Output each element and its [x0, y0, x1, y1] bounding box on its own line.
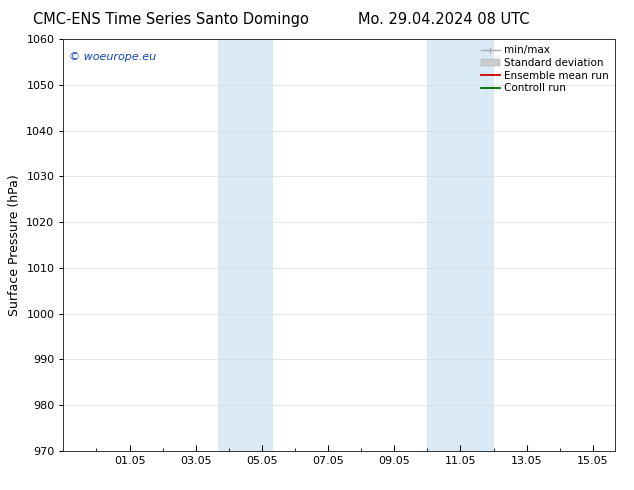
Text: Mo. 29.04.2024 08 UTC: Mo. 29.04.2024 08 UTC — [358, 12, 529, 27]
Bar — [427, 39, 493, 451]
Legend: min/max, Standard deviation, Ensemble mean run, Controll run: min/max, Standard deviation, Ensemble me… — [480, 45, 610, 94]
Bar — [218, 39, 273, 451]
Y-axis label: Surface Pressure (hPa): Surface Pressure (hPa) — [8, 174, 21, 316]
Text: CMC-ENS Time Series Santo Domingo: CMC-ENS Time Series Santo Domingo — [33, 12, 309, 27]
Text: © woeurope.eu: © woeurope.eu — [69, 51, 156, 62]
